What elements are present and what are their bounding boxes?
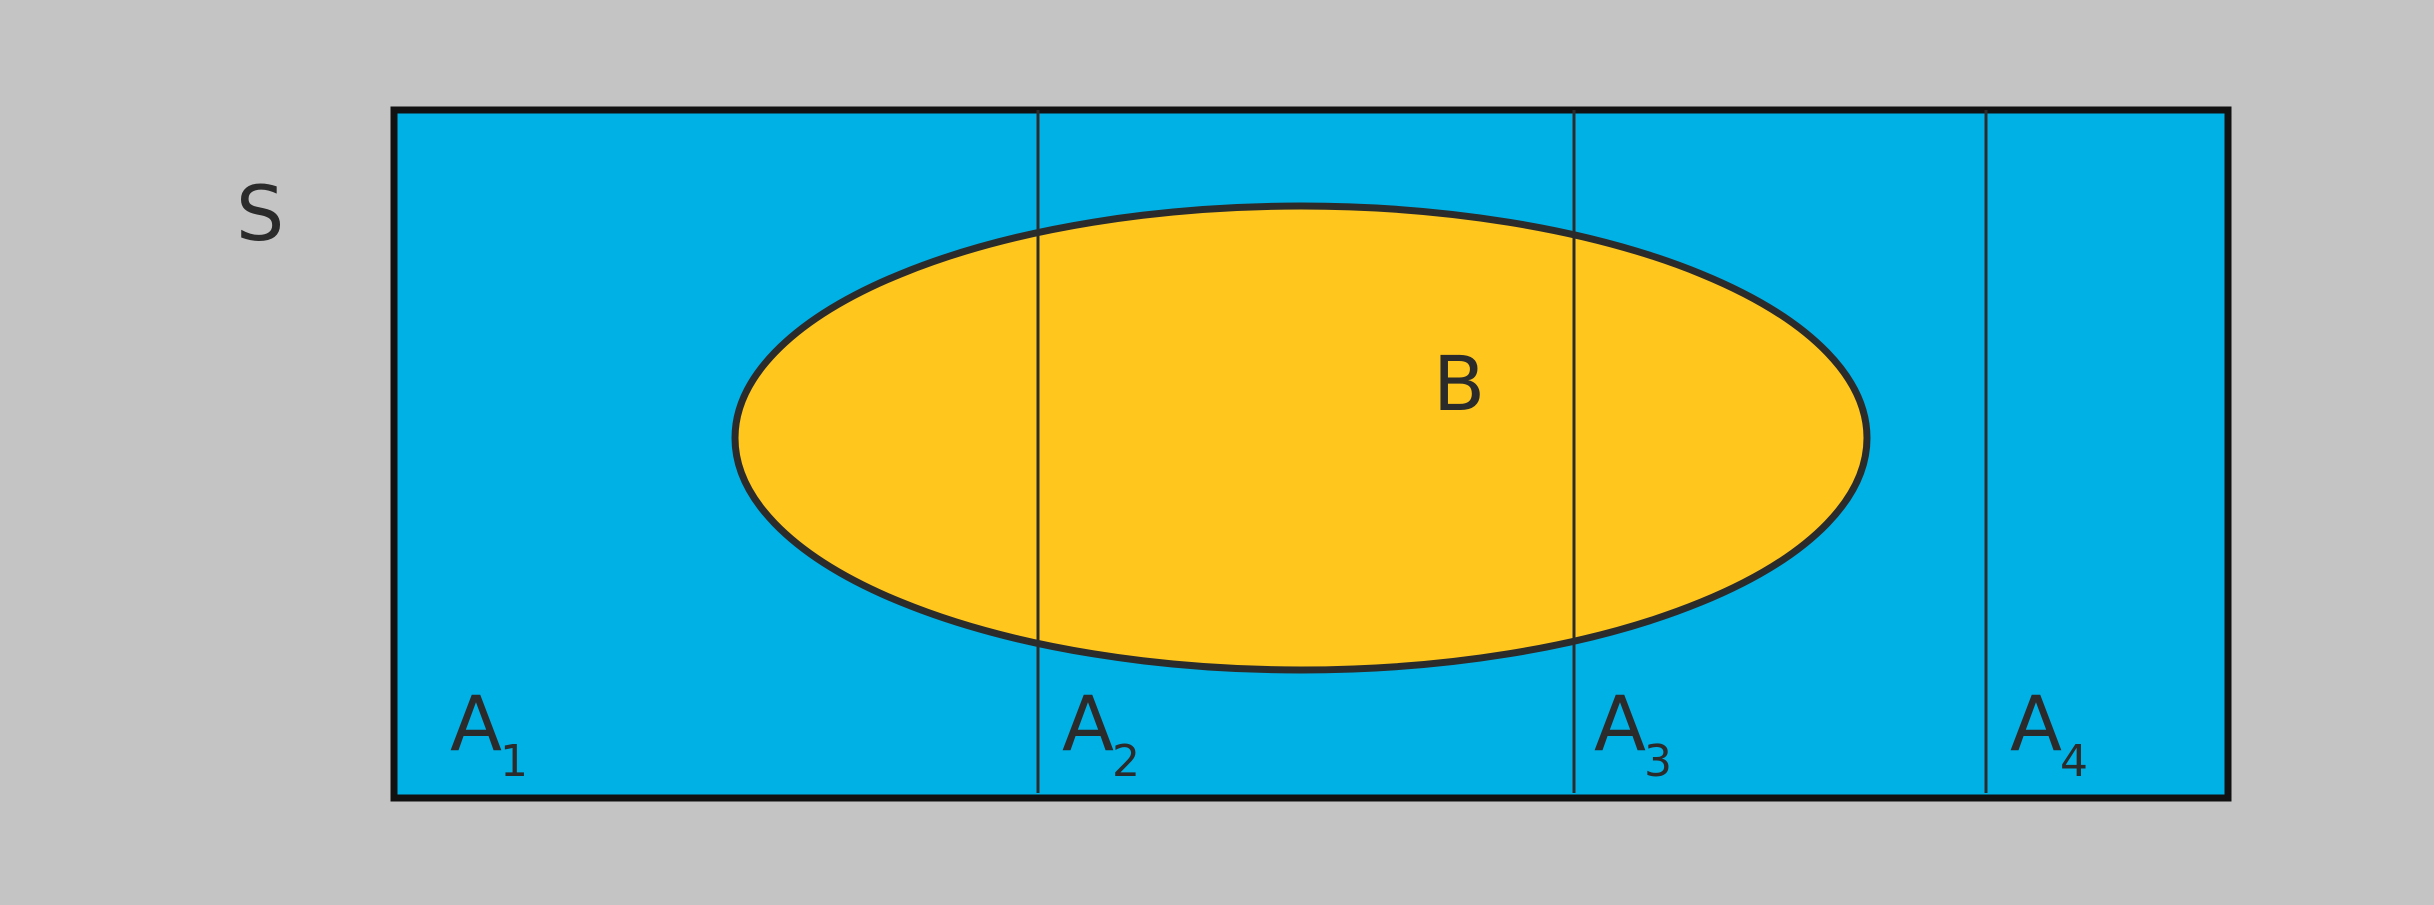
partition-index: 4	[2060, 736, 2088, 787]
event-b-label: B	[1433, 339, 1485, 428]
partition-letter: A	[1062, 679, 1114, 768]
partition-letter: A	[1594, 679, 1646, 768]
partition-label-a1: A 1	[450, 679, 528, 787]
partition-label-a3: A 3	[1594, 679, 1672, 787]
sample-space-label: S	[236, 169, 284, 258]
partition-index: 2	[1112, 736, 1140, 787]
event-b-ellipse	[731, 202, 1871, 674]
partition-letter: A	[2010, 679, 2062, 768]
partition-letter: A	[450, 679, 502, 768]
partition-index: 3	[1644, 736, 1672, 787]
partition-label-a2: A 2	[1062, 679, 1140, 787]
partition-label-a4: A 4	[2010, 679, 2088, 787]
partition-index: 1	[500, 736, 528, 787]
